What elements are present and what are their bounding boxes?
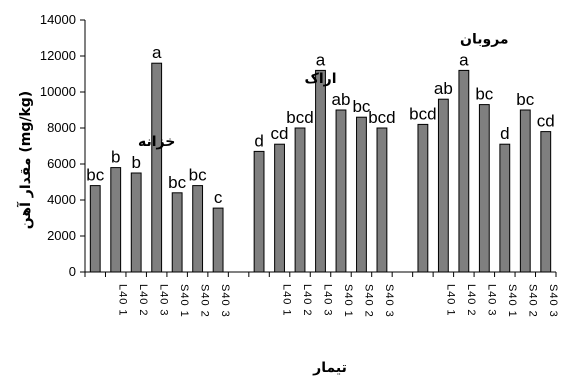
bar [253,150,265,273]
bar [274,143,285,273]
y-tick-label: 8000 [47,120,76,135]
x-tick-label: L40 2 [301,284,313,317]
x-tick-label: S40 1 [342,284,354,318]
group-label: خزانه [138,134,175,150]
significance-letter: bc [168,173,186,192]
y-tick-label: 0 [69,264,76,279]
bar [458,69,470,273]
x-tick-label: S40 3 [383,284,395,318]
significance-letter: a [459,50,469,69]
x-tick-label: S40 1 [506,284,518,318]
x-tick-label: S40 3 [219,284,231,318]
significance-letter: bcd [286,108,313,127]
significance-letter: b [131,153,140,172]
x-tick-label: L40 2 [137,284,149,317]
group-label: مروبان [460,31,509,47]
x-tick-label: S40 2 [526,284,538,318]
y-tick-label: 6000 [47,156,76,171]
bar [356,116,367,273]
significance-letter: ab [434,79,453,98]
bar [519,109,531,273]
significance-letter: bc [352,97,370,116]
significance-letter: b [111,148,120,167]
significance-letter: a [316,50,326,69]
bar [376,127,388,273]
significance-letter: bcd [368,108,395,127]
bars [89,62,552,273]
bar [437,98,449,273]
y-tick-label: 14000 [40,12,76,27]
significance-letter: bc [189,166,207,185]
x-tick-label: L40 1 [117,284,129,317]
bar [110,167,122,273]
x-tick-label: L40 3 [322,284,334,317]
x-tick-label: L40 3 [158,284,170,317]
significance-letter: bc [516,90,534,109]
significance-letter: a [152,43,162,62]
x-tick-label: S40 1 [178,284,190,318]
x-tick-label: L40 2 [465,284,477,317]
y-axis: 0 2000 4000 6000 8000 10000 12000 14000 [40,12,556,279]
significance-letter: cd [537,112,555,131]
bar [499,143,511,273]
significance-letter: bc [475,85,493,104]
y-tick-label: 10000 [40,84,76,99]
group-label: اراک [305,71,337,87]
x-tick-label: S40 2 [199,284,211,318]
bar [335,109,347,273]
x-tick-label: L40 1 [281,284,293,317]
bar [294,127,306,273]
bar [192,185,204,273]
significance-letter: ab [332,90,351,109]
bar [89,185,101,273]
bar [212,207,224,273]
significance-letter: d [500,124,509,143]
significance-letter: bc [86,166,104,185]
bar [151,62,163,273]
y-tick-label: 12000 [40,48,76,63]
bar [478,104,490,273]
x-tick-labels: L40 1 L40 2 L40 3 S40 1 S40 2 S40 3 L40 1 L40 2… [84,272,559,318]
x-axis-label: تیمار [312,360,347,376]
significance-letter: cd [271,124,289,143]
group-labels: خزانه اراک مروبان [138,31,509,150]
y-axis-label: (mg/kg) مقدار آهن [16,91,34,229]
significance-letter: bcd [409,104,436,123]
bar [315,69,326,273]
bar [540,131,552,273]
y-tick-label: 4000 [47,192,76,207]
x-tick-label: L40 1 [444,284,456,317]
significance-letter: c [214,188,223,207]
bar [130,172,142,273]
significance-letter: d [254,131,263,150]
x-tick-label: L40 3 [485,284,497,317]
x-tick-label: S40 2 [362,284,374,318]
bar [417,123,429,273]
y-tick-label: 2000 [47,228,76,243]
bar [171,192,183,273]
x-tick-label: S40 3 [547,284,559,318]
